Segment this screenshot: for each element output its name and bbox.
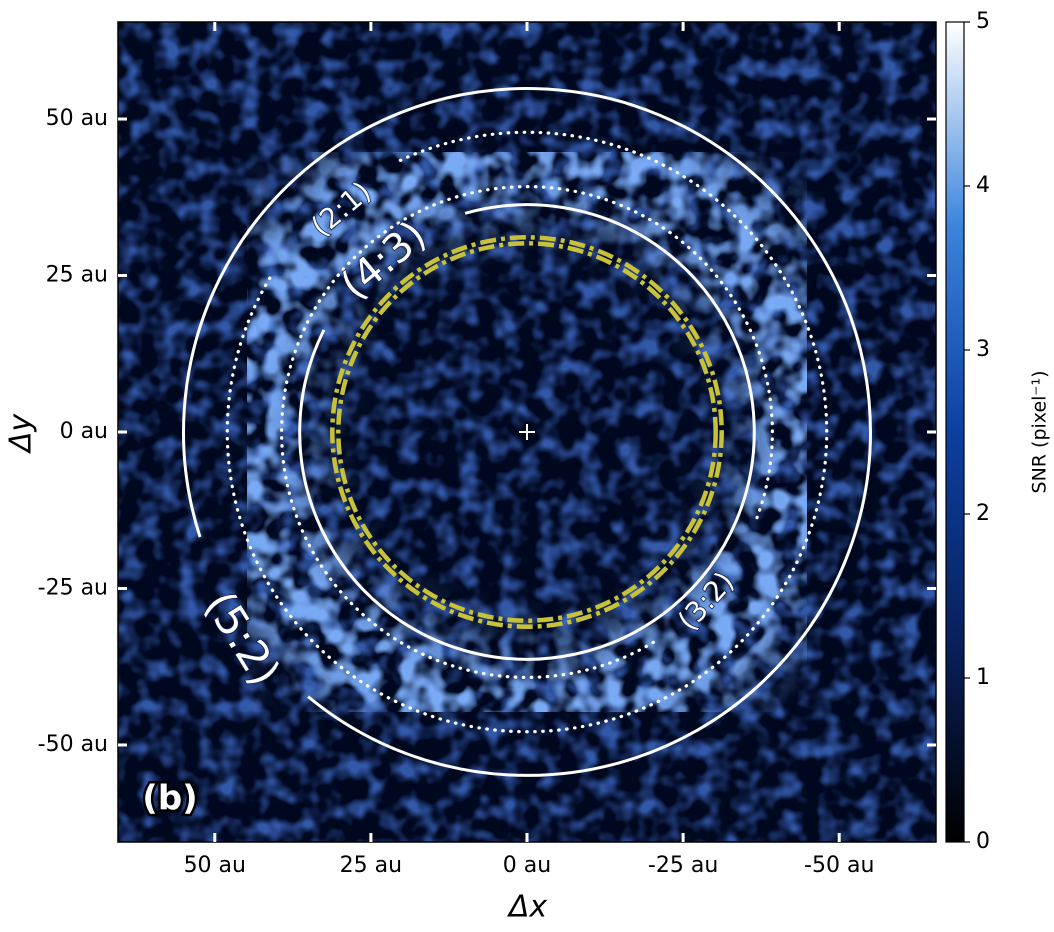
colorbar-tick-label: 2 — [976, 501, 990, 526]
y-tick-label: -25 au — [38, 575, 108, 600]
x-tick-label: 0 au — [503, 853, 551, 878]
y-tick-label: 25 au — [46, 263, 108, 288]
y-axis-label: Δy — [4, 413, 39, 455]
y-tick-label: 0 au — [60, 419, 108, 444]
colorbar-tick-label: 3 — [976, 337, 990, 362]
colorbar-tick-label: 1 — [976, 665, 990, 690]
x-tick-label: -50 au — [804, 853, 874, 878]
x-axis-label: Δx — [507, 890, 548, 925]
ring — [330, 235, 724, 629]
ring — [336, 241, 718, 623]
colorbar-tick-label: 4 — [976, 173, 990, 198]
colorbar-tick-label: 0 — [976, 829, 990, 854]
ring — [298, 203, 756, 661]
colorbar-label: SNR (pixel⁻¹) — [1029, 371, 1051, 494]
ring — [225, 130, 829, 734]
y-tick-label: -50 au — [38, 732, 108, 757]
x-tick-label: 50 au — [184, 853, 246, 878]
x-tick-label: -25 au — [648, 853, 718, 878]
colorbar — [945, 21, 965, 843]
panel-label: (b) — [142, 779, 197, 819]
y-tick-label: 50 au — [46, 106, 108, 131]
x-tick-label: 25 au — [340, 853, 402, 878]
ring — [182, 87, 872, 777]
ring — [280, 185, 774, 679]
colorbar-tick-label: 5 — [976, 9, 990, 34]
